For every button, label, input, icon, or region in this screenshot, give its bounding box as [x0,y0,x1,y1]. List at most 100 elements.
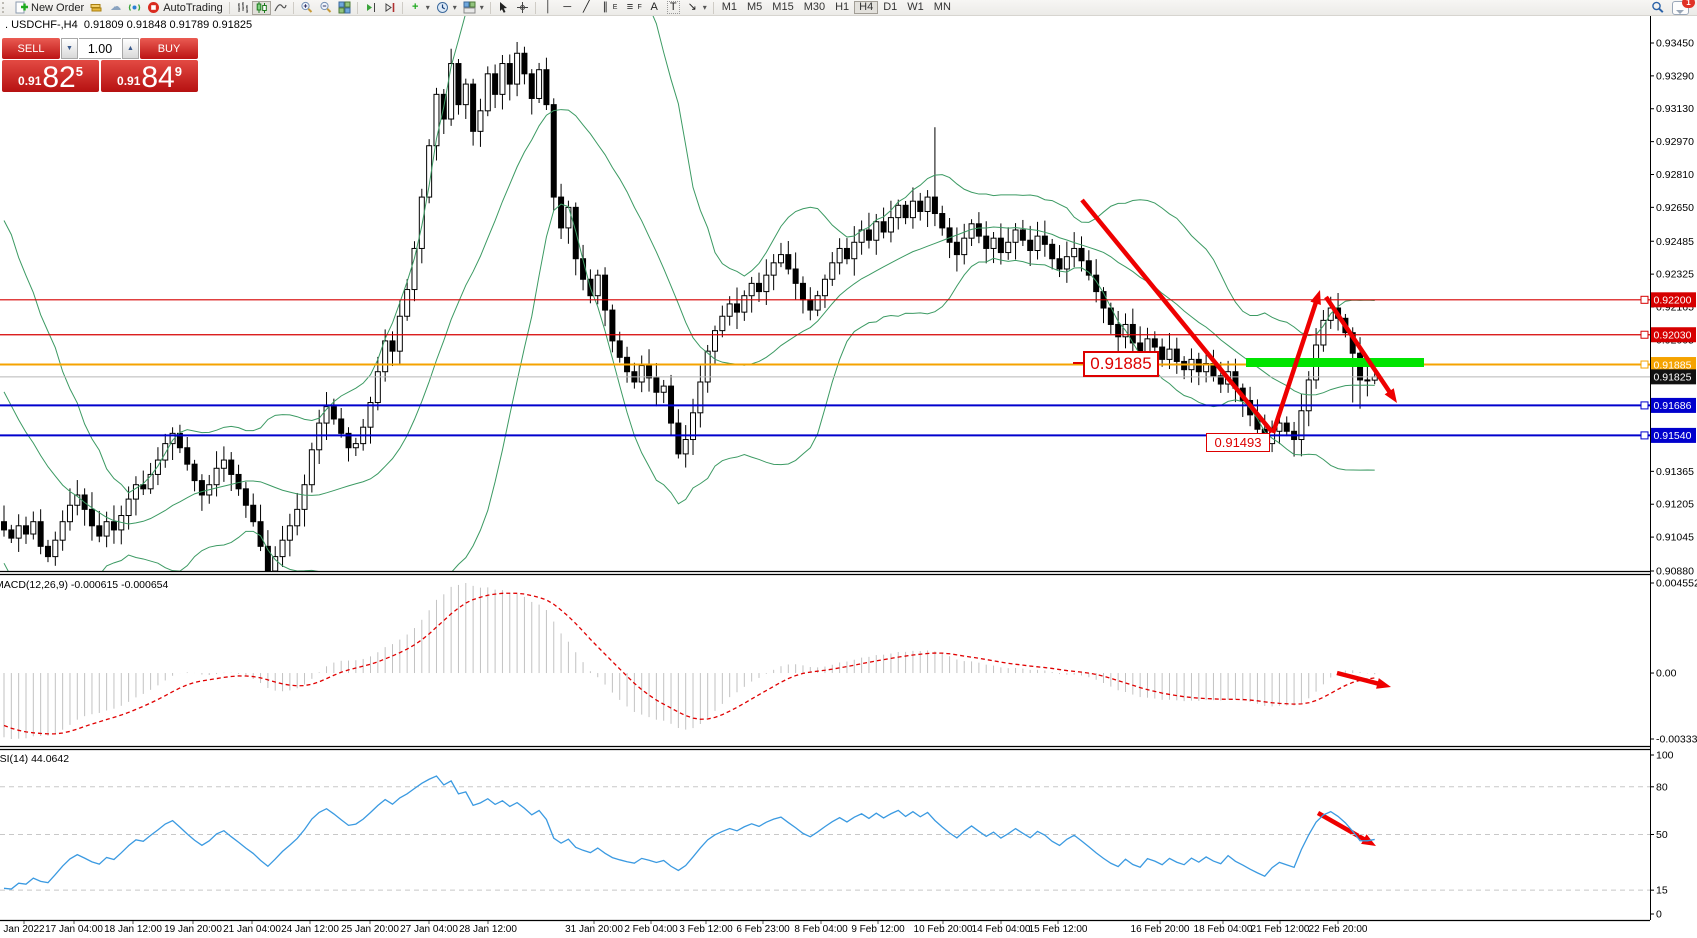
price-axis-labels: 0.93450 0.93290 0.93130 0.92970 0.92810 0.926… [1650,38,1694,578]
line-chart-button[interactable] [271,1,290,15]
resistance-price-label[interactable]: 0.91885 [1083,351,1159,377]
tab-timeframe-MN[interactable]: MN [933,1,951,13]
new-order-icon [15,1,28,14]
toolbar-grip[interactable] [2,2,9,13]
bar-chart-button[interactable] [233,1,252,15]
price-tag-0.91540 [1651,427,1696,443]
toolbar-separator [489,1,491,14]
zoom-in-button[interactable] [297,1,316,15]
support-price-label[interactable]: 0.91493 [1206,433,1270,452]
hline-handle-0.91686[interactable] [1640,401,1649,410]
periods-button[interactable]: ▾ [433,1,460,15]
hline-handle-0.92030[interactable] [1640,330,1649,339]
label-tool-button[interactable]: T [664,1,683,15]
tab-timeframe-M1[interactable]: M1 [721,1,738,13]
vline-tool-button[interactable]: │ [539,1,558,15]
chevron-down-icon: ▾ [702,3,707,12]
tab-timeframe-H4[interactable]: H4 [854,1,879,14]
indicators-button[interactable]: + ▾ [406,1,433,15]
svg-text:0: 0 [1656,909,1662,921]
cloud-icon: ☁ [110,1,122,13]
crosshair-tool-button[interactable] [513,1,532,15]
toolbar-right: 1 [1651,0,1697,15]
cloud-button[interactable]: ☁ [106,1,125,15]
volume-input[interactable] [79,38,121,59]
volume-increase-button[interactable]: ▲ [122,38,139,59]
signals-icon [128,4,141,11]
sell-price-box[interactable]: 0.91 82 5 [2,60,99,92]
hline-handle-0.92200[interactable] [1640,295,1649,304]
rsi-levels [0,786,1650,891]
red-arrow-2[interactable] [1324,295,1397,403]
tab-timeframe-M15[interactable]: M15 [772,1,794,13]
fibo-f-label: F [637,4,642,11]
red-arrow-3[interactable] [1336,670,1391,689]
tab-timeframe-M30[interactable]: M30 [803,1,826,13]
buy-price-box[interactable]: 0.91 84 9 [101,60,198,92]
chart-shift-button[interactable] [380,1,399,15]
price-tag-0.91825 [1651,369,1696,385]
crosshair-icon [516,2,528,13]
svg-text:0.92485: 0.92485 [1656,236,1694,248]
tab-timeframe-D1[interactable]: D1 [883,1,898,13]
buy-button[interactable]: BUY [140,38,198,59]
svg-text:16 Feb 20:00: 16 Feb 20:00 [1131,924,1190,935]
sell-button[interactable]: SELL [2,38,60,59]
green-highlight-line[interactable] [1246,358,1424,367]
cursor-icon [499,2,507,13]
svg-text:0.91365: 0.91365 [1656,466,1694,478]
trendline-tool-button[interactable]: ╱ [577,1,596,15]
svg-text:0.92650: 0.92650 [1656,202,1694,214]
svg-text:9 Feb 12:00: 9 Feb 12:00 [851,924,905,935]
new-order-button[interactable]: New Order [12,1,87,15]
tab-timeframe-H1[interactable]: H1 [835,1,850,13]
red-arrow-0[interactable] [1080,198,1274,434]
timeframe-bar: M1 M5 M15 M30 H1 H4 D1 W1 MN [717,1,956,14]
toolbar-separator [356,1,358,14]
fibonacci-tool-button[interactable]: ≡ F [620,1,644,15]
auto-scroll-button[interactable] [361,1,380,15]
autotrading-button[interactable]: AutoTrading [144,1,226,15]
chart-title: . USDCHF-,H4 0.91809 0.91848 0.91789 0.9… [5,19,252,31]
tab-timeframe-M5[interactable]: M5 [747,1,763,13]
chevron-down-icon: ▾ [425,3,430,12]
svg-text:27 Jan 04:00: 27 Jan 04:00 [400,924,458,935]
cursor-tool-button[interactable] [494,1,513,15]
toolbar-separator [292,1,294,14]
hline-handle-0.91885[interactable] [1640,360,1649,369]
zoom-out-button[interactable] [316,1,335,15]
signals-button[interactable] [125,1,144,15]
svg-text:80: 80 [1656,781,1668,793]
svg-text:18 Feb 04:00: 18 Feb 04:00 [1194,924,1253,935]
market-button[interactable] [87,1,106,15]
svg-text:31 Jan 20:00: 31 Jan 20:00 [565,924,623,935]
chart-shift-icon [385,3,395,12]
volume-decrease-button[interactable]: ▼ [61,38,78,59]
svg-text:15: 15 [1656,885,1668,897]
text-tool-button[interactable]: A [645,1,664,15]
svg-text:0.91885: 0.91885 [1654,359,1692,371]
tile-windows-button[interactable] [335,1,354,15]
time-axis-labels: Jan 2022 17 Jan 04:00 18 Jan 12:00 19 Jan 2… [3,921,1368,935]
horizontal-levels [0,295,1650,440]
svg-text:0.91205: 0.91205 [1656,499,1694,511]
toolbar-separator [712,1,714,14]
candlestick-chart-button[interactable] [251,0,271,15]
sell-price-prefix: 0.91 [18,74,42,88]
hline-handle-0.91540[interactable] [1640,431,1649,440]
svg-text:0.91825: 0.91825 [1654,372,1692,384]
red-arrow-1[interactable] [1270,290,1321,434]
svg-text:3 Feb 12:00: 3 Feb 12:00 [679,924,733,935]
arrows-tool-button[interactable]: ↘ ▾ [683,1,710,15]
svg-text:2 Feb 04:00: 2 Feb 04:00 [624,924,678,935]
chat-icon[interactable]: 1 [1672,0,1695,15]
hline-tool-button[interactable]: ─ [558,1,577,15]
buy-price-prefix: 0.91 [117,74,141,88]
search-icon[interactable] [1651,1,1664,14]
chevron-down-icon: ▾ [452,3,457,12]
vertical-line-icon: │ [544,1,552,13]
tab-timeframe-W1[interactable]: W1 [907,1,924,13]
channel-tool-button[interactable]: ∥ E [596,1,621,15]
templates-button[interactable]: ▾ [460,1,487,15]
